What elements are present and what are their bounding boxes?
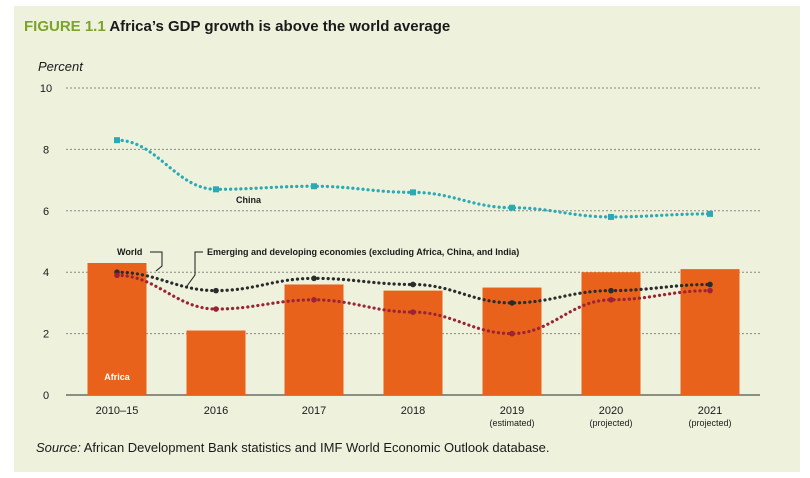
point-emerging — [509, 330, 515, 337]
y-tick-label: 2 — [43, 329, 49, 341]
bar-africa — [87, 262, 147, 395]
line-china — [115, 138, 712, 219]
point-emerging — [608, 297, 614, 303]
y-axis-label: Percent — [38, 59, 84, 74]
point-world — [311, 275, 317, 282]
figure-label: FIGURE 1.1 — [24, 18, 106, 35]
point-china — [213, 186, 219, 193]
y-tick-label: 0 — [43, 390, 49, 402]
x-tick-label: 2018 — [401, 405, 425, 417]
figure-title-text: Africa’s GDP growth is above the world a… — [109, 18, 451, 35]
point-china — [410, 189, 416, 196]
point-world — [608, 287, 614, 294]
y-tick-label: 10 — [40, 83, 52, 95]
emerging-leader-line — [186, 251, 203, 287]
x-tick-label: 2016 — [204, 405, 228, 417]
x-tick-label: 2020 — [599, 405, 623, 417]
point-emerging — [213, 306, 219, 312]
point-world — [213, 287, 219, 294]
point-china — [608, 213, 614, 220]
figure-title: FIGURE 1.1 Africa’s GDP growth is above … — [24, 18, 450, 35]
emerging-label: Emerging and developing economies (exclu… — [207, 247, 519, 257]
point-emerging — [410, 309, 416, 315]
point-china — [114, 137, 120, 144]
x-tick-label: 2021 — [698, 405, 722, 417]
point-china — [509, 204, 515, 211]
x-tick-label: 2019 — [500, 405, 524, 417]
africa-bar-label: Africa — [104, 372, 131, 382]
point-world — [509, 300, 515, 306]
point-emerging — [707, 287, 713, 294]
x-tick-label: 2017 — [302, 405, 326, 417]
source-text: African Development Bank statistics and … — [83, 440, 550, 455]
point-china — [707, 210, 713, 217]
bar-africa — [284, 284, 344, 395]
y-tick-label: 8 — [43, 144, 49, 156]
point-world — [707, 281, 713, 288]
point-emerging — [114, 272, 120, 279]
y-tick-label: 6 — [43, 206, 49, 218]
point-world — [410, 281, 416, 288]
china-label: China — [236, 195, 262, 205]
x-tick-label: 2010–15 — [96, 405, 139, 417]
point-emerging — [311, 297, 317, 303]
bar-africa — [383, 290, 443, 395]
y-tick-label: 4 — [43, 267, 49, 279]
source-note: Source: African Development Bank statist… — [36, 440, 550, 455]
point-china — [311, 183, 317, 190]
source-label: Source: — [36, 440, 81, 455]
world-label: World — [117, 247, 142, 257]
x-tick-sublabel: (projected) — [688, 418, 731, 428]
bar-africa — [186, 330, 246, 395]
x-tick-sublabel: (estimated) — [489, 418, 534, 428]
world-leader-line — [150, 251, 163, 272]
x-tick-sublabel: (projected) — [589, 418, 632, 428]
